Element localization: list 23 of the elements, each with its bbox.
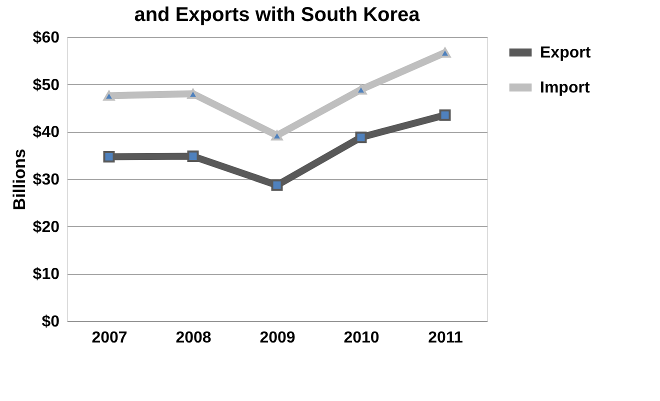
y-tick-label: $20 bbox=[32, 218, 60, 236]
y-tick-label: $30 bbox=[32, 172, 60, 188]
y-tick-label: $40 bbox=[32, 124, 60, 142]
point bbox=[439, 109, 451, 121]
point bbox=[103, 151, 115, 162]
point bbox=[355, 132, 367, 144]
x-tick-label: 2010 bbox=[344, 330, 380, 346]
y-tick-label: $60 bbox=[32, 30, 60, 46]
x-tick-label: 2008 bbox=[176, 330, 212, 346]
point bbox=[271, 130, 283, 141]
legend-label: Import bbox=[540, 80, 590, 96]
x-tick-label: 2011 bbox=[428, 330, 463, 346]
y-tick-label: $10 bbox=[32, 266, 60, 284]
y-axis-title: Billions bbox=[10, 148, 29, 210]
point bbox=[271, 179, 283, 191]
point bbox=[187, 150, 199, 162]
x-tick-label: 2009 bbox=[260, 330, 296, 346]
point bbox=[103, 90, 115, 101]
y-tick-label: $50 bbox=[32, 76, 60, 94]
chart-title: and Exports with South Korea bbox=[134, 4, 421, 26]
legend-label: Export bbox=[540, 44, 592, 62]
y-tick-label: $0 bbox=[42, 314, 60, 330]
x-tick-label: 2007 bbox=[92, 330, 128, 346]
